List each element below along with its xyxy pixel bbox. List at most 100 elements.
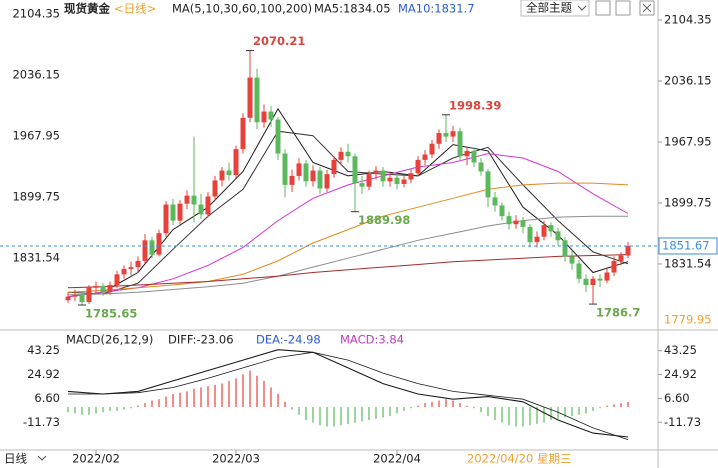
candle-body — [590, 278, 596, 286]
y-tick-label: 1967.95 — [12, 128, 60, 142]
candle-body — [338, 151, 344, 160]
candle-body — [142, 240, 148, 261]
candle-body — [219, 170, 225, 181]
candle-body — [464, 150, 470, 157]
candle-body — [443, 133, 449, 137]
candle-body — [226, 170, 232, 176]
candle-body — [436, 133, 442, 144]
extreme-label: 1889.98 — [358, 213, 410, 227]
last-price-label: 1851.67 — [662, 238, 710, 252]
x-tick-label: 2022/03 — [212, 452, 260, 466]
candle-body — [555, 231, 561, 241]
candle-body — [373, 170, 379, 175]
candle-body — [415, 159, 421, 174]
theme-dropdown[interactable] — [520, 0, 590, 17]
period-selector[interactable]: <日线> — [114, 2, 156, 16]
y-tick-label: 2104.35 — [12, 7, 60, 21]
y-tick-label: 24.92 — [664, 367, 697, 381]
candle-body — [289, 175, 295, 185]
ma-line — [67, 182, 629, 293]
candle-body — [492, 197, 498, 206]
candle-body — [254, 77, 260, 123]
extreme-label: 2070.21 — [253, 34, 305, 48]
y-tick-label: -11.73 — [23, 415, 60, 429]
close-x — [642, 3, 652, 13]
dif-line — [67, 349, 629, 438]
candle-body — [261, 111, 267, 123]
candle-body — [121, 268, 127, 275]
dea-legend: DEA:-24.98 — [256, 333, 321, 347]
candle-body — [401, 179, 407, 184]
candle-body — [569, 256, 575, 264]
y-tick-label: 2036.15 — [12, 68, 60, 82]
candle-body — [184, 195, 190, 204]
macd-legend: MACD:3.84 — [340, 333, 404, 347]
candle-body — [387, 177, 393, 182]
candle-body — [268, 111, 274, 120]
candle-body — [527, 226, 533, 243]
candle-body — [86, 287, 92, 303]
candle-body — [548, 225, 554, 232]
candle-body — [576, 263, 582, 279]
candle-body — [282, 153, 288, 185]
candle-body — [240, 117, 246, 150]
candle-body — [317, 170, 323, 189]
dropdown-arrow — [37, 455, 47, 461]
extreme-label: 1786.7 — [596, 306, 640, 320]
y-tick-label: 1831.54 — [664, 256, 712, 270]
footer-period[interactable]: 日线 — [4, 452, 27, 466]
candle-body — [345, 151, 351, 157]
ma10-legend: MA10:1831.7 — [398, 2, 475, 16]
dea-line — [68, 351, 629, 440]
extreme-label: 1998.39 — [449, 98, 501, 112]
candle-body — [422, 154, 428, 160]
y-tick-label: 6.60 — [34, 391, 60, 405]
candle-body — [149, 240, 155, 255]
candle-body — [520, 220, 526, 227]
y-tick-label: 2104.35 — [664, 13, 712, 27]
candle-body — [352, 156, 358, 184]
candle-body — [303, 163, 309, 182]
y-tick-label: 1831.54 — [12, 250, 60, 264]
window-icon[interactable] — [615, 0, 631, 16]
y-tick-label: 43.25 — [27, 343, 60, 357]
candle-body — [380, 170, 386, 182]
instrument-title: 现货黄金 — [64, 2, 110, 16]
candle-body — [366, 174, 372, 187]
candle-body — [191, 195, 197, 205]
candle-body — [562, 240, 568, 257]
candle-body — [394, 177, 400, 184]
candle-body — [65, 296, 71, 301]
candle-body — [170, 204, 176, 221]
candle-body — [100, 285, 106, 293]
candle-body — [450, 131, 456, 137]
y-tick-label: 43.25 — [664, 343, 697, 357]
y-tick-label: 1899.75 — [12, 189, 60, 203]
candle-body — [485, 171, 491, 198]
candle-body — [198, 204, 204, 215]
ref-level-label: 1779.95 — [664, 313, 712, 327]
candle-body — [429, 143, 435, 155]
dropdown-arrow — [577, 5, 587, 11]
candle-body — [499, 205, 505, 217]
candle-body — [135, 260, 141, 268]
candle-body — [583, 278, 589, 286]
y-tick-label: -11.73 — [664, 415, 701, 429]
candle-body — [408, 173, 414, 180]
candle-body — [611, 260, 617, 273]
candle-body — [156, 233, 162, 255]
layout-icon[interactable] — [595, 0, 611, 16]
last-price-box — [658, 237, 718, 255]
theme-label[interactable]: 全部主题 — [526, 1, 572, 15]
cursor-date-label: 2022/04/20 星期三 — [467, 452, 571, 466]
candle-body — [212, 180, 218, 197]
extreme-label: 1785.65 — [85, 307, 137, 321]
y-tick-label: 6.60 — [664, 391, 690, 405]
candle-body — [247, 77, 253, 118]
candle-body — [534, 236, 540, 243]
y-tick-label: 1899.75 — [664, 195, 712, 209]
candle-body — [513, 220, 519, 225]
y-tick-label: 2036.15 — [664, 74, 712, 88]
candle-body — [310, 170, 316, 182]
